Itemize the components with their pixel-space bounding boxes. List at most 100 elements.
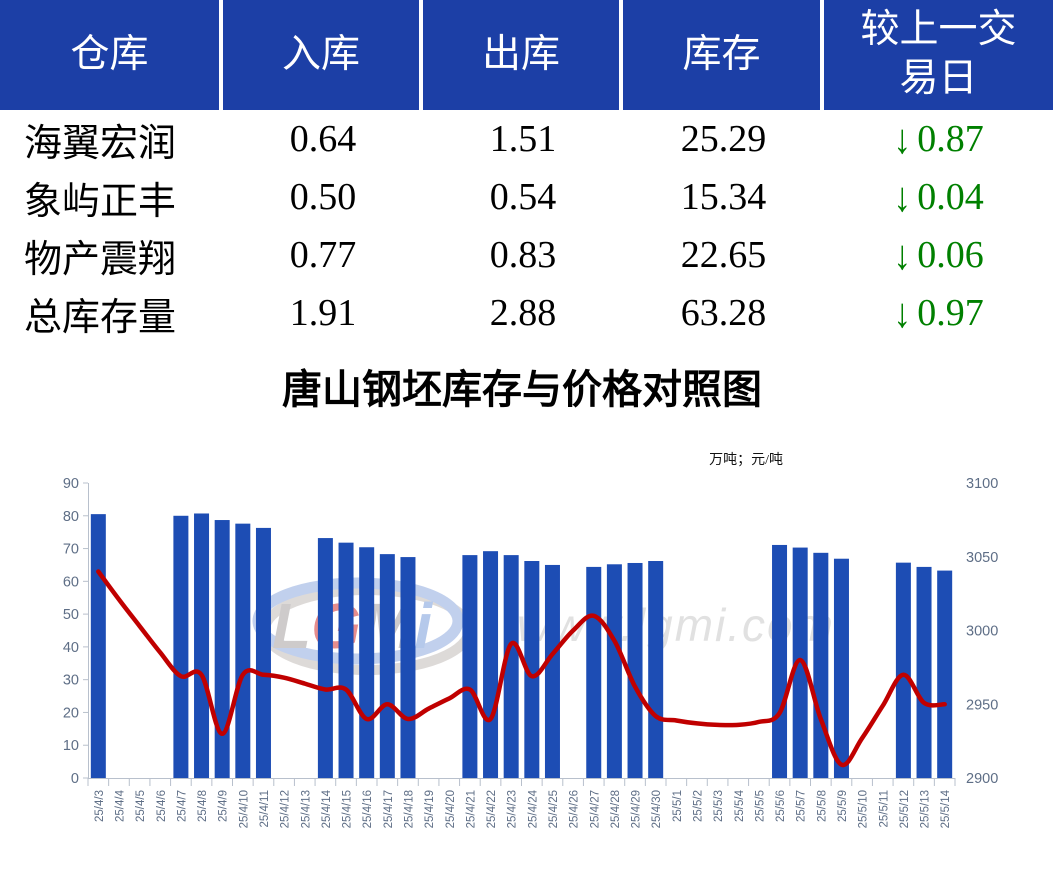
cell-change: ↓ 0.04 xyxy=(824,174,1053,220)
x-axis-category-label: 25/4/22 xyxy=(486,790,498,828)
inventory-bar xyxy=(606,564,622,778)
cell-change: ↓ 0.87 xyxy=(824,116,1053,162)
x-axis-category-label: 25/5/12 xyxy=(899,790,911,828)
header-cell-3: 库存 xyxy=(623,0,824,110)
inventory-price-chart: 唐山钢坯库存与价格对照图 万吨；元/吨 LGMiwww.lgmi.com0102… xyxy=(0,343,1057,895)
inventory-bar xyxy=(235,523,251,778)
cell-outbound: 2.88 xyxy=(489,292,557,334)
left-axis-tick-label: 50 xyxy=(63,607,79,623)
x-axis-category-label: 25/4/4 xyxy=(114,789,126,822)
table-row-3: 总库存量 1.91 2.88 63.28 ↓ 0.97 xyxy=(0,284,1057,342)
inventory-bar xyxy=(194,513,210,778)
header-cell-1: 入库 xyxy=(223,0,423,110)
inventory-bar xyxy=(379,554,395,778)
x-axis-category-label: 25/5/5 xyxy=(754,790,766,822)
inventory-bar xyxy=(90,514,106,778)
x-axis-category-label: 25/4/13 xyxy=(300,790,312,828)
left-axis-tick-label: 90 xyxy=(63,476,79,492)
change-value: 0.97 xyxy=(917,292,984,334)
x-axis-category-label: 25/4/3 xyxy=(94,790,106,822)
inventory-table: 仓库 入库 出库 库存 较上一交易日 海翼宏润 0.64 1.51 25.29 ↓ 0.87 象屿正… xyxy=(0,0,1057,342)
x-axis-category-label: 25/5/8 xyxy=(816,790,828,822)
left-axis-tick-label: 30 xyxy=(63,673,79,689)
inventory-bar xyxy=(833,558,849,778)
x-axis-category-label: 25/4/23 xyxy=(507,790,519,828)
cell-stock: 63.28 xyxy=(680,292,767,334)
x-axis-category-label: 25/4/11 xyxy=(259,790,271,828)
table-row-1: 象屿正丰 0.50 0.54 15.34 ↓ 0.04 xyxy=(0,168,1057,226)
inventory-table-header: 仓库 入库 出库 库存 较上一交易日 xyxy=(0,0,1057,110)
x-axis-category-label: 25/4/25 xyxy=(548,790,560,828)
right-axis-tick-label: 2950 xyxy=(966,697,998,713)
inventory-bar xyxy=(627,562,643,778)
header-label: 库存 xyxy=(682,32,761,76)
inventory-bar xyxy=(916,566,932,778)
right-axis-tick-label: 3000 xyxy=(966,624,998,640)
header-label: 仓库 xyxy=(70,32,149,76)
cell-inbound: 0.77 xyxy=(289,234,357,276)
cell-outbound: 0.83 xyxy=(489,234,557,276)
header-cell-4: 较上一交易日 xyxy=(824,0,1053,110)
arrow-down-icon: ↓ xyxy=(893,116,912,162)
x-axis-category-label: 25/4/16 xyxy=(362,790,374,828)
chart-title: 唐山钢坯库存与价格对照图 xyxy=(282,367,762,412)
x-axis-category-label: 25/5/10 xyxy=(858,790,870,828)
x-axis-category-label: 25/4/20 xyxy=(445,790,457,828)
inventory-bar xyxy=(503,555,519,778)
cell-name: 海翼宏润 xyxy=(24,122,177,165)
x-axis-category-label: 25/4/26 xyxy=(569,790,581,828)
inventory-bar xyxy=(937,570,953,778)
header-cell-2: 出库 xyxy=(423,0,623,110)
inventory-bar xyxy=(462,555,478,778)
x-axis-category-label: 25/5/3 xyxy=(713,790,725,822)
change-value: 0.87 xyxy=(917,118,984,160)
x-axis-category-label: 25/5/2 xyxy=(692,790,704,822)
left-axis-tick-label: 40 xyxy=(63,640,79,656)
left-axis-tick-label: 20 xyxy=(63,705,79,721)
inventory-table-body: 海翼宏润 0.64 1.51 25.29 ↓ 0.87 象屿正丰 0.50 0.54 15.34 ↓… xyxy=(0,110,1057,342)
cell-name: 物产震翔 xyxy=(24,238,177,281)
cell-inbound: 0.64 xyxy=(289,118,357,160)
cell-name: 总库存量 xyxy=(24,296,177,339)
left-axis-tick-label: 10 xyxy=(63,738,79,754)
x-axis-category-label: 25/4/7 xyxy=(176,790,188,822)
x-axis-category-label: 25/4/15 xyxy=(342,790,354,828)
left-axis-tick-label: 80 xyxy=(63,509,79,525)
change-value: 0.06 xyxy=(917,234,984,276)
inventory-bar xyxy=(483,551,499,778)
cell-inbound: 0.50 xyxy=(289,176,357,218)
watermark-url-text: www.lgmi.com xyxy=(517,599,835,651)
inventory-bar xyxy=(586,566,602,778)
cell-change: ↓ 0.97 xyxy=(824,290,1053,336)
x-axis-category-label: 25/4/8 xyxy=(197,790,209,822)
cell-stock: 22.65 xyxy=(680,234,767,276)
cell-outbound: 1.51 xyxy=(489,118,557,160)
inventory-bar xyxy=(772,544,788,778)
arrow-down-icon: ↓ xyxy=(893,232,912,278)
cell-change: ↓ 0.06 xyxy=(824,232,1053,278)
inventory-bar xyxy=(524,561,540,778)
table-row-2: 物产震翔 0.77 0.83 22.65 ↓ 0.06 xyxy=(0,226,1057,284)
x-axis-category-label: 25/4/24 xyxy=(527,789,539,828)
x-axis-category-label: 25/5/11 xyxy=(878,790,890,828)
right-axis-tick-label: 2900 xyxy=(966,771,998,787)
inventory-bar xyxy=(544,564,560,778)
x-axis-category-label: 25/5/13 xyxy=(920,790,932,828)
header-cell-0: 仓库 xyxy=(0,0,223,110)
inventory-bar xyxy=(813,552,829,778)
x-axis-category-label: 25/4/27 xyxy=(589,790,601,828)
x-axis-category-label: 25/4/29 xyxy=(631,790,643,828)
change-value: 0.04 xyxy=(917,176,984,218)
arrow-down-icon: ↓ xyxy=(893,290,912,336)
left-axis-tick-label: 0 xyxy=(71,771,79,787)
header-label: 较上一交易日 xyxy=(860,8,1017,100)
inventory-bar xyxy=(895,562,911,778)
x-axis-category-label: 25/4/19 xyxy=(424,790,436,828)
left-axis-tick-label: 60 xyxy=(63,574,79,590)
x-axis-category-label: 25/4/10 xyxy=(238,790,250,828)
x-axis-category-label: 25/4/6 xyxy=(156,790,168,822)
x-axis-category-label: 25/4/21 xyxy=(465,790,477,828)
inventory-bar xyxy=(400,557,416,778)
x-axis-category-label: 25/5/6 xyxy=(775,790,787,822)
